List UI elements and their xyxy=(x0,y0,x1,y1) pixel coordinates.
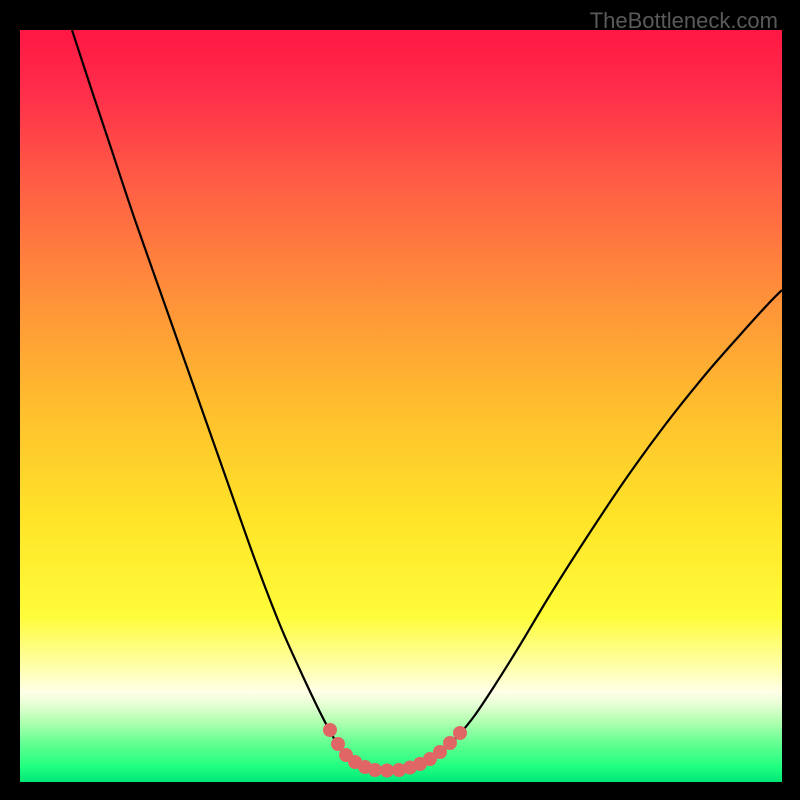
chart-svg xyxy=(20,30,782,782)
highlight-dot xyxy=(323,723,337,737)
highlight-dot xyxy=(380,764,394,778)
highlight-dot xyxy=(453,726,467,740)
chart-background xyxy=(20,30,782,782)
chart-container xyxy=(20,30,782,782)
watermark-text: TheBottleneck.com xyxy=(590,8,778,34)
highlight-dot xyxy=(443,736,457,750)
highlight-dot xyxy=(368,763,382,777)
